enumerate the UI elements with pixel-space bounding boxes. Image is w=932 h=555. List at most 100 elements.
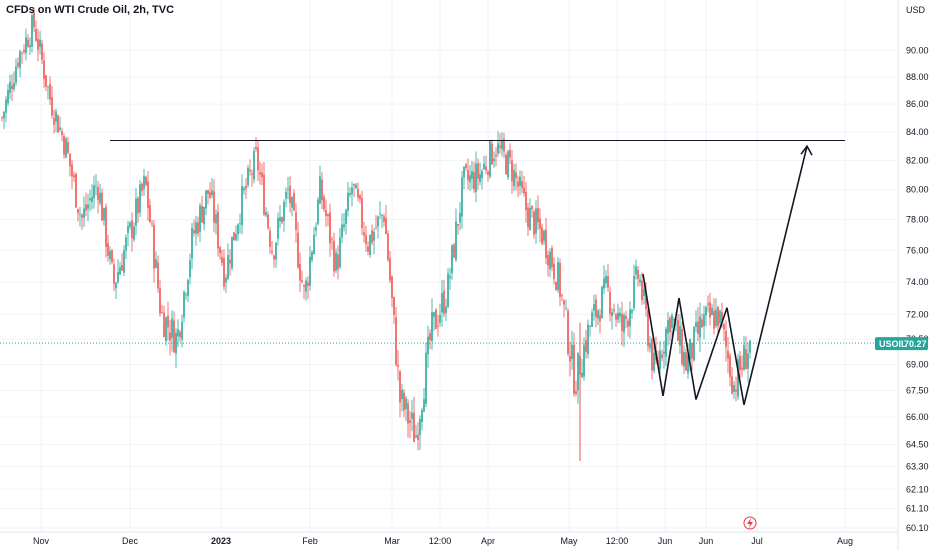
y-tick-label: 67.50	[906, 386, 929, 396]
candle-body	[21, 52, 23, 54]
candle-body	[659, 350, 661, 369]
chart-title: CFDs on WTI Crude Oil, 2h, TVC	[6, 4, 174, 16]
candle-body	[7, 89, 9, 104]
candle-body	[279, 217, 281, 222]
candle-body	[131, 220, 133, 239]
candle-body	[637, 269, 639, 279]
currency-label: USD	[906, 5, 926, 15]
candle-body	[307, 282, 309, 286]
candle-body	[333, 240, 335, 272]
candle-body	[719, 310, 721, 324]
candle-body	[567, 310, 569, 354]
candle-body	[77, 209, 79, 214]
candle-body	[679, 326, 681, 346]
candle-body	[329, 212, 331, 244]
candle-body	[107, 243, 109, 256]
candle-body	[471, 171, 473, 179]
candle-body	[105, 206, 107, 247]
candle-body	[693, 326, 695, 361]
candle-body	[711, 307, 713, 316]
candle-body	[537, 207, 539, 223]
drawings[interactable]	[110, 139, 845, 405]
candle-body	[79, 214, 81, 215]
candle-body	[361, 198, 363, 229]
candle-body	[467, 170, 469, 180]
candle-body	[743, 344, 745, 370]
candle-body	[431, 312, 433, 341]
candle-body	[267, 214, 269, 228]
candle-body	[565, 307, 567, 309]
candle-body	[179, 331, 181, 338]
candle-body	[501, 141, 503, 150]
candle-body	[173, 320, 175, 353]
candle-body	[683, 352, 685, 367]
candle-body	[291, 197, 293, 208]
candle-body	[713, 310, 715, 329]
candle-body	[297, 232, 299, 268]
candle-body	[145, 176, 147, 185]
candle-body	[321, 179, 323, 201]
candle-body	[97, 186, 99, 201]
candle-body	[357, 188, 359, 198]
candle-body	[165, 317, 167, 342]
y-tick-label: 84.00	[906, 127, 929, 137]
candle-body	[247, 167, 249, 186]
candle-body	[479, 173, 481, 183]
candle-body	[371, 230, 373, 243]
candle-body	[433, 312, 435, 317]
candle-body	[249, 169, 251, 172]
candle-body	[175, 332, 177, 354]
candle-body	[23, 49, 25, 52]
candle-body	[201, 205, 203, 223]
time-axis[interactable]: Nov Dec 2023 Feb Mar 12:00 Apr May 12:00 Jun Jun Ju…	[0, 531, 898, 546]
candle-body	[557, 262, 559, 291]
candle-body	[85, 204, 87, 211]
candle-body	[589, 326, 591, 327]
candle-body	[113, 264, 115, 284]
candle-body	[611, 311, 613, 316]
candle-body	[513, 169, 515, 186]
candle-body	[461, 177, 463, 217]
candle-body	[561, 295, 563, 297]
candle-body	[339, 237, 341, 268]
candle-body	[399, 371, 401, 403]
candle-body	[229, 259, 231, 264]
candle-body	[547, 255, 549, 266]
candle-body	[13, 82, 15, 90]
candle-body	[69, 153, 71, 167]
candle-body	[491, 143, 493, 165]
candle-body	[551, 247, 553, 268]
candle-body	[667, 319, 669, 334]
candle-body	[47, 86, 49, 88]
candle-body	[645, 291, 647, 310]
candle-body	[63, 136, 65, 155]
candle-body	[39, 39, 41, 47]
candle-body	[465, 164, 467, 169]
candle-body	[185, 294, 187, 296]
lightning-icon[interactable]	[743, 516, 757, 530]
candle-body	[287, 188, 289, 190]
candle-body	[601, 286, 603, 319]
candle-body	[691, 343, 693, 359]
candle-body	[515, 172, 517, 179]
candle-body	[55, 111, 57, 122]
y-tick-label: 76.00	[906, 245, 929, 255]
candle-body	[115, 282, 117, 289]
candle-body	[495, 154, 497, 157]
candle-body	[723, 324, 725, 330]
candle-body	[591, 312, 593, 327]
candle-body	[197, 222, 199, 234]
candle-body	[653, 352, 655, 371]
candle-body	[421, 410, 423, 422]
candle-body	[407, 403, 409, 424]
candle-body	[525, 192, 527, 211]
y-tick-label: 66.00	[906, 412, 929, 422]
candle-body	[143, 175, 145, 189]
candle-body	[163, 312, 165, 338]
candle-body	[481, 170, 483, 179]
candle-body	[351, 187, 353, 194]
candle-body	[499, 145, 501, 148]
candle-body	[317, 199, 319, 224]
